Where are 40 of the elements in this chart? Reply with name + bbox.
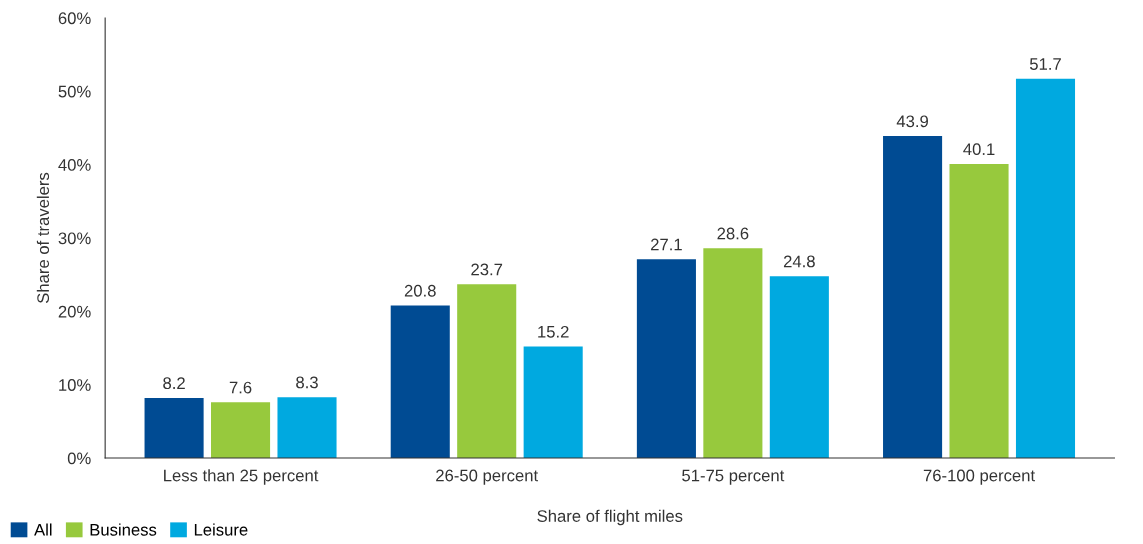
bar (144, 397, 204, 459)
bar (277, 397, 337, 459)
legend-label: Leisure (194, 523, 248, 536)
legend-label: All (34, 523, 52, 536)
data-label: 28.6 (717, 227, 749, 240)
data-label: 23.7 (471, 263, 503, 276)
bar (883, 136, 943, 459)
bar (949, 163, 1009, 459)
data-label: 43.9 (896, 115, 928, 128)
x-tick-label: Less than 25 percent (164, 469, 319, 485)
bar (390, 305, 450, 459)
bar (211, 402, 271, 459)
y-tick-label: 10% (59, 379, 91, 391)
data-label: 40.1 (963, 143, 995, 156)
bar (1015, 78, 1076, 459)
y-tick-label: 50% (58, 85, 91, 98)
y-axis-title: Share of travelers (36, 172, 50, 304)
y-tick-label: 40% (58, 159, 91, 171)
x-tick-label: 76-100 percent (923, 469, 1035, 485)
data-label: 24.8 (783, 255, 815, 268)
bar (636, 259, 696, 459)
bar (457, 284, 517, 459)
y-tick-label: 20% (58, 305, 91, 318)
y-tick-label: 30% (58, 232, 91, 245)
bar (769, 276, 829, 459)
x-tick-label: 51-75 percent (682, 469, 785, 485)
data-label: 51.7 (1029, 58, 1061, 70)
data-label: 20.8 (404, 284, 436, 297)
data-label: 7.6 (229, 381, 252, 394)
x-axis-title: Share of flight miles (537, 509, 683, 526)
y-tick-label: 0% (67, 452, 91, 465)
y-tick-label: 60% (58, 12, 91, 25)
data-label: 8.3 (296, 376, 318, 389)
bar (703, 248, 763, 459)
legend-label: Business (90, 523, 157, 536)
data-label: 8.2 (163, 377, 185, 390)
x-tick-label: 26-50 percent (436, 469, 539, 485)
bar (523, 346, 583, 459)
data-label: 27.1 (651, 238, 682, 251)
data-label: 15.2 (538, 325, 569, 338)
